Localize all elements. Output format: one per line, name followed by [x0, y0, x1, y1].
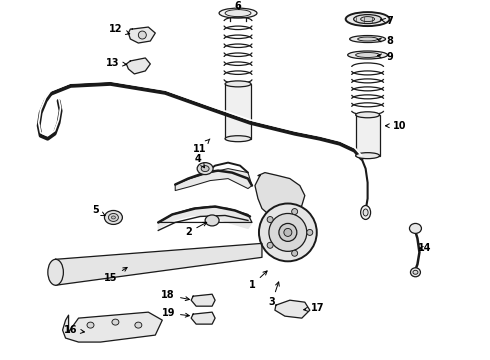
Ellipse shape [267, 216, 273, 222]
Text: 12: 12 [109, 24, 130, 35]
Text: 11: 11 [194, 139, 210, 154]
Text: 10: 10 [386, 121, 406, 131]
Ellipse shape [259, 203, 317, 261]
Ellipse shape [112, 319, 119, 325]
Ellipse shape [410, 224, 421, 233]
Ellipse shape [361, 17, 374, 22]
Ellipse shape [279, 224, 297, 242]
Ellipse shape [225, 81, 251, 87]
Ellipse shape [111, 216, 116, 219]
Polygon shape [126, 58, 150, 74]
Bar [225, 84, 251, 139]
Ellipse shape [205, 215, 219, 226]
Ellipse shape [267, 242, 273, 248]
Polygon shape [191, 312, 215, 324]
Ellipse shape [348, 51, 388, 59]
Polygon shape [275, 300, 310, 318]
Ellipse shape [413, 270, 418, 274]
Text: 9: 9 [377, 52, 393, 62]
Ellipse shape [197, 163, 213, 175]
Polygon shape [63, 312, 162, 342]
Polygon shape [55, 243, 262, 285]
Ellipse shape [350, 36, 386, 42]
Ellipse shape [361, 206, 370, 220]
Ellipse shape [135, 322, 142, 328]
Ellipse shape [138, 31, 147, 39]
Ellipse shape [284, 229, 292, 237]
Text: 5: 5 [92, 206, 105, 216]
Ellipse shape [87, 322, 94, 328]
Text: 15: 15 [104, 267, 127, 283]
Ellipse shape [292, 208, 297, 215]
Text: 17: 17 [304, 303, 324, 313]
Text: 3: 3 [269, 282, 279, 307]
Ellipse shape [356, 53, 380, 58]
Text: 19: 19 [162, 308, 189, 318]
Text: 1: 1 [248, 271, 267, 290]
Ellipse shape [356, 153, 380, 159]
Ellipse shape [307, 229, 313, 235]
Polygon shape [255, 172, 305, 219]
Ellipse shape [219, 8, 257, 18]
Text: 13: 13 [106, 58, 126, 68]
Ellipse shape [356, 112, 380, 118]
Bar [356, 115, 380, 156]
Polygon shape [158, 207, 252, 229]
Ellipse shape [411, 268, 420, 277]
Text: 7: 7 [381, 16, 393, 26]
Ellipse shape [363, 209, 368, 216]
Ellipse shape [292, 250, 297, 256]
Text: 4: 4 [195, 154, 204, 168]
Ellipse shape [225, 136, 251, 142]
Polygon shape [128, 27, 155, 43]
Text: 18: 18 [161, 290, 189, 301]
Ellipse shape [358, 37, 378, 41]
Ellipse shape [225, 10, 251, 17]
Text: 8: 8 [377, 36, 393, 46]
Text: 16: 16 [64, 325, 84, 335]
Text: 14: 14 [417, 243, 431, 253]
Ellipse shape [201, 166, 209, 172]
Ellipse shape [345, 12, 390, 26]
Ellipse shape [269, 213, 307, 251]
Polygon shape [175, 168, 252, 190]
Ellipse shape [354, 15, 382, 23]
Polygon shape [191, 294, 215, 306]
Text: 6: 6 [235, 1, 242, 11]
Text: 2: 2 [185, 222, 207, 237]
Ellipse shape [108, 213, 119, 221]
Ellipse shape [48, 259, 63, 285]
Ellipse shape [104, 211, 122, 224]
